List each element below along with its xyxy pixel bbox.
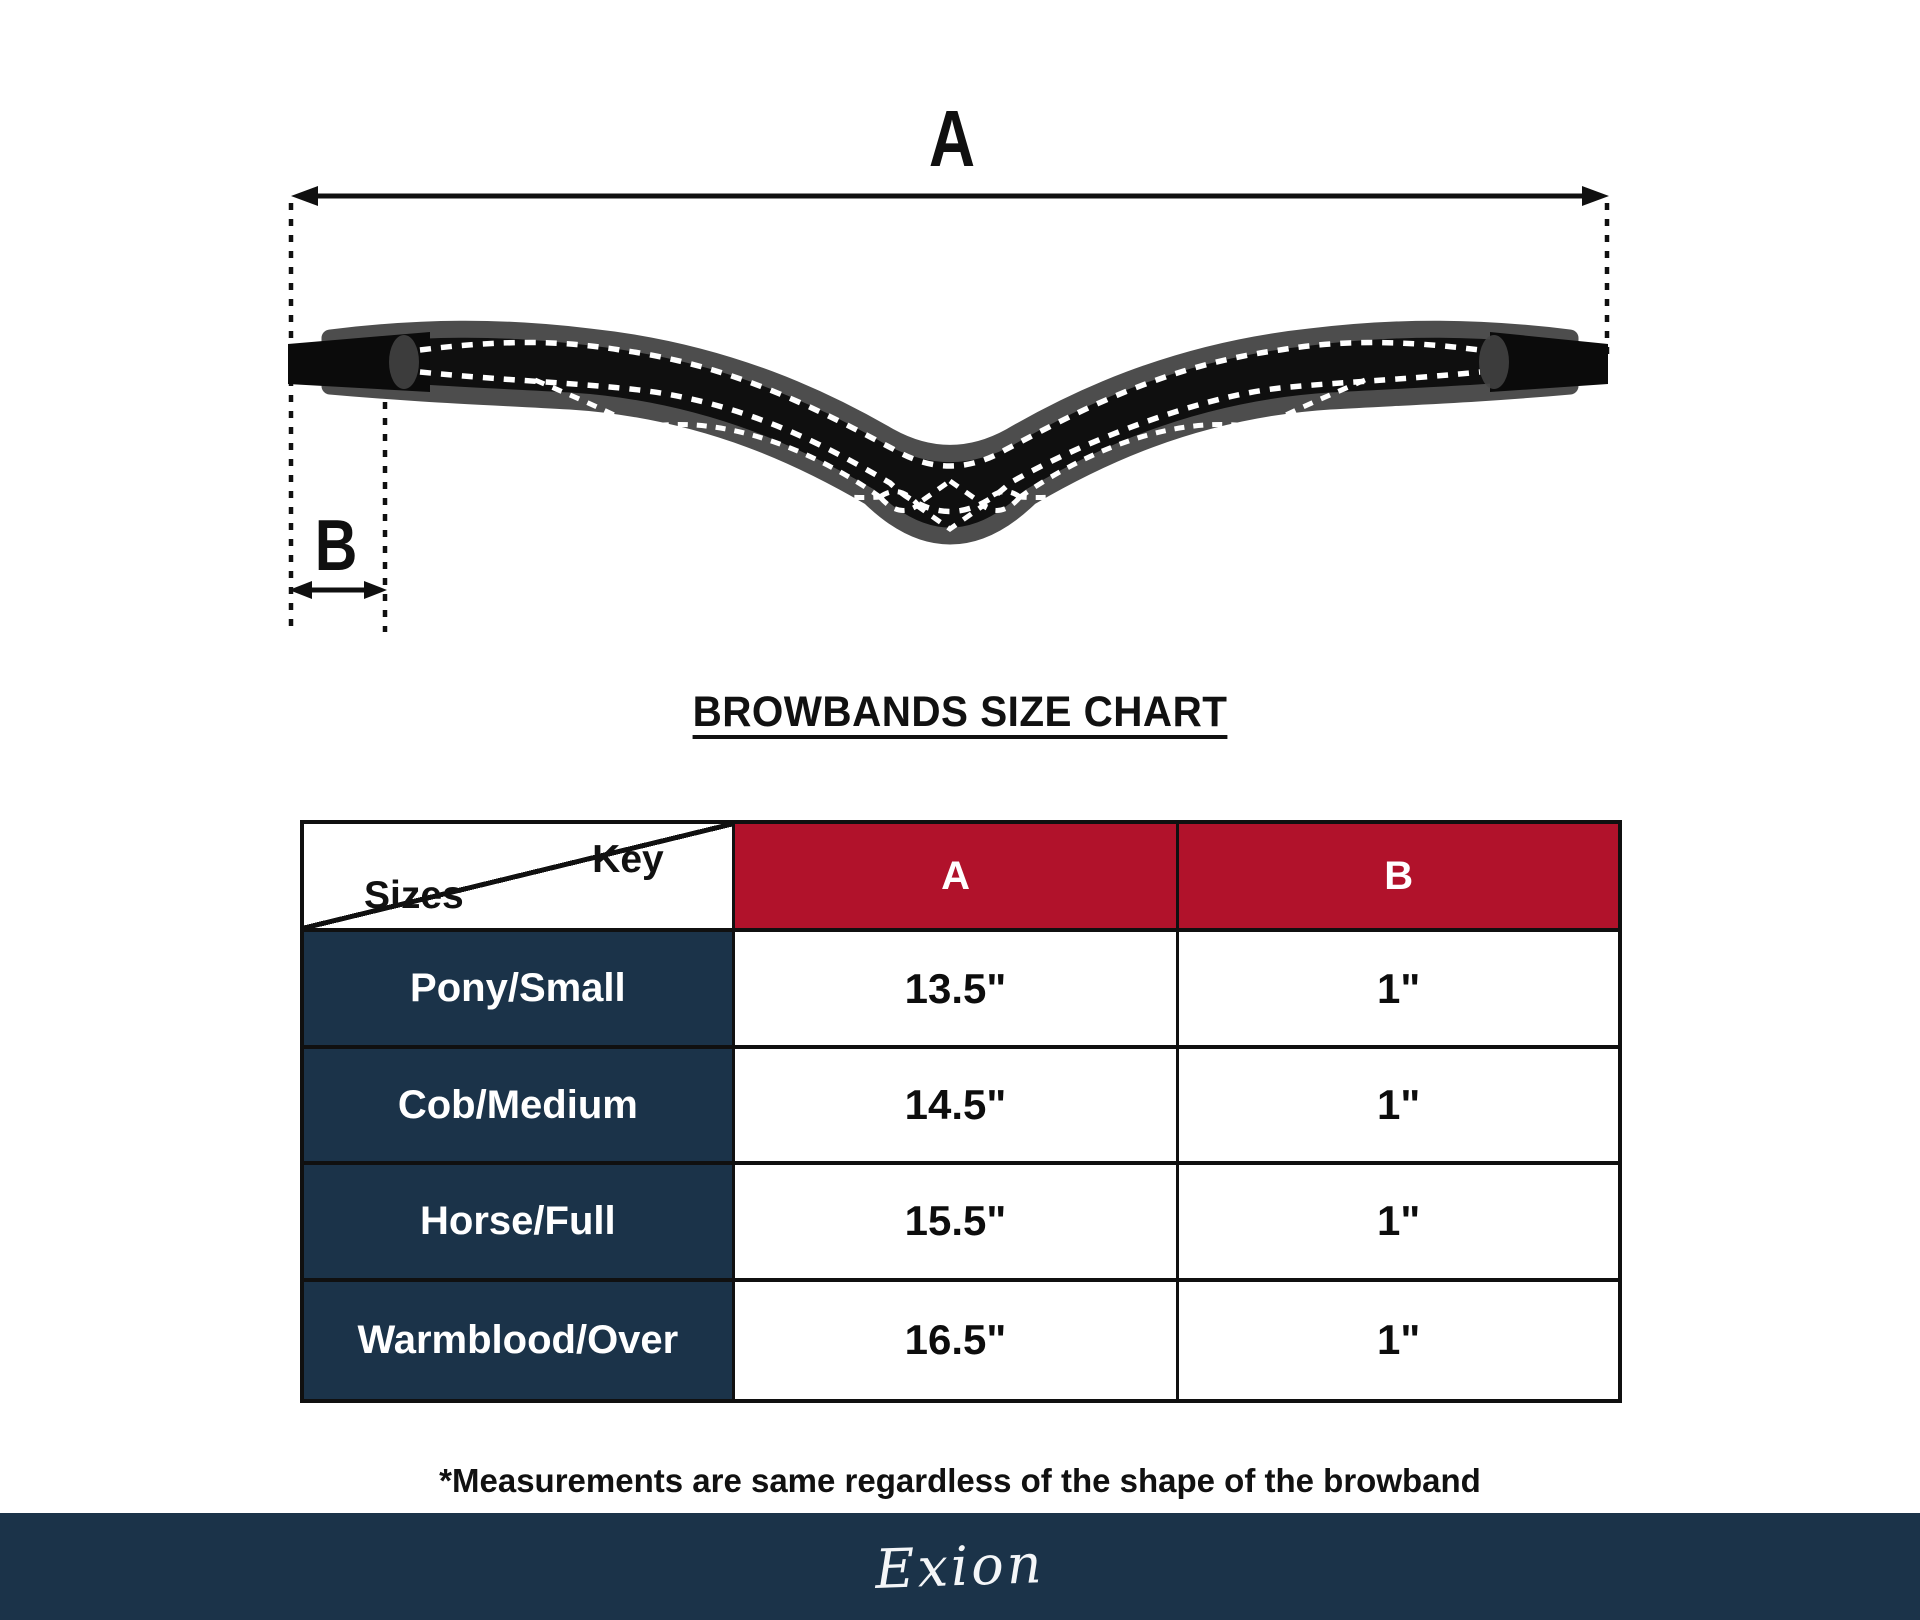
row-size-label: Horse/Full (304, 1165, 735, 1282)
band-outer (321, 320, 1579, 545)
corner-key-label: Key (592, 838, 664, 881)
row-value-b: 1" (1179, 932, 1618, 1049)
row-value-b: 1" (1179, 1048, 1618, 1166)
band-stitching (419, 339, 1481, 515)
dimension-label-a: A (929, 94, 975, 183)
table-corner-cell: Key Sizes (304, 824, 735, 933)
row-size-label: Warmblood/Over (304, 1281, 735, 1399)
band-right-loop-shadow (1479, 335, 1509, 389)
measurement-footnote: *Measurements are same regardless of the… (439, 1462, 1481, 1499)
column-header-b: B (1179, 824, 1618, 933)
corner-sizes-label: Sizes (364, 874, 464, 918)
browband-illustration (288, 320, 1608, 545)
dimension-arrow-b (289, 581, 387, 599)
band-right-tab (1490, 332, 1608, 392)
footer-bar: Exion (0, 1513, 1920, 1620)
row-size-label: Pony/Small (304, 932, 735, 1049)
band-center-ornament (534, 377, 1366, 533)
row-value-a: 14.5" (734, 1048, 1180, 1166)
row-value-a: 13.5" (734, 932, 1180, 1049)
browband-diagram: A B (288, 94, 1610, 632)
row-value-b: 1" (1179, 1165, 1618, 1282)
column-header-a: A (734, 824, 1180, 933)
row-size-label: Cob/Medium (304, 1048, 735, 1166)
dimension-label-b: B (315, 504, 358, 585)
row-value-a: 15.5" (734, 1165, 1180, 1282)
page-title: BROWBANDS SIZE CHART (692, 688, 1228, 736)
row-value-a: 16.5" (734, 1281, 1180, 1399)
dimension-arrow-a (291, 186, 1609, 206)
band-left-loop-shadow (389, 335, 419, 389)
size-table: Key Sizes A B Pony/Small 13.5" 1" Cob/Me… (300, 820, 1622, 1403)
row-value-b: 1" (1179, 1281, 1618, 1399)
brand-logo: Exion (874, 1532, 1046, 1601)
